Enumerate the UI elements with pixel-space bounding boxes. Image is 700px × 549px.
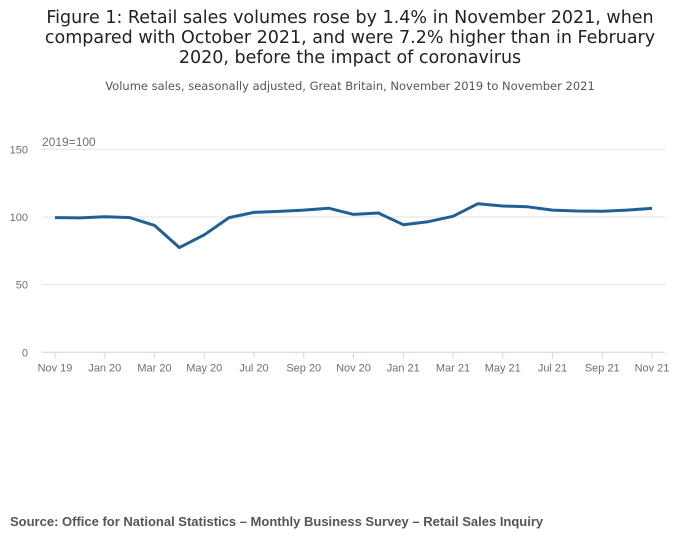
- source-note: Source: Office for National Statistics –…: [10, 514, 544, 529]
- x-tick-label: Mar 20: [137, 362, 171, 374]
- x-tick-label: Nov 19: [38, 362, 73, 374]
- x-tick-label: Nov 20: [336, 362, 371, 374]
- chart-subtitle: Volume sales, seasonally adjusted, Great…: [105, 79, 595, 93]
- y-tick-label: 100: [10, 212, 28, 224]
- chart-title: Figure 1: Retail sales volumes rose by 1…: [44, 8, 656, 68]
- series-line: [54, 202, 653, 250]
- x-tick-label: Sep 20: [286, 362, 321, 374]
- x-tick-label: May 21: [485, 362, 521, 374]
- x-tick-label: Jul 20: [239, 362, 268, 374]
- x-tick-label: Jan 20: [88, 362, 121, 374]
- x-tick-label: Mar 21: [436, 362, 470, 374]
- x-tick-label: Nov 21: [635, 362, 670, 374]
- x-tick-label: Jan 21: [387, 362, 420, 374]
- x-tick-label: May 20: [186, 362, 222, 374]
- x-tick-label: Sep 21: [585, 362, 620, 374]
- y-tick-label: 0: [22, 347, 28, 359]
- x-tick-label: Jul 21: [538, 362, 567, 374]
- y-tick-label: 150: [10, 144, 28, 156]
- y-axis-label: 2019=100: [42, 135, 96, 149]
- y-tick-label: 50: [16, 280, 28, 292]
